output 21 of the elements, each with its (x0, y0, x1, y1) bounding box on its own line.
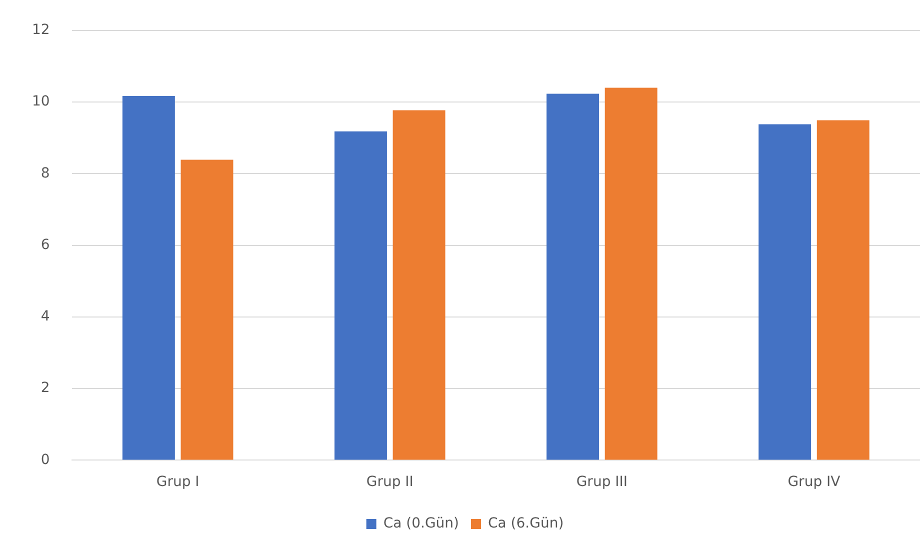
bar (180, 160, 234, 460)
y-tick-label: 10 (32, 94, 50, 110)
x-tick-label: Grup III (576, 474, 628, 490)
y-tick-label: 6 (40, 236, 50, 253)
legend-label: Ca (0.Gün) (383, 516, 460, 532)
x-tick-label: Grup II (366, 474, 414, 490)
y-tick-label: 12 (32, 22, 50, 38)
bar (122, 96, 175, 460)
bar (334, 131, 387, 460)
bar (816, 120, 870, 460)
y-tick-label: 2 (40, 380, 50, 396)
legend-label: Ca (6.Gün) (488, 516, 564, 532)
y-tick-label: 0 (40, 452, 50, 468)
y-tick-label: 8 (40, 165, 50, 182)
x-tick-label: Grup IV (788, 474, 841, 490)
bar (546, 94, 600, 460)
bar (604, 88, 658, 460)
bar (758, 124, 812, 460)
y-tick-label: 4 (40, 308, 50, 325)
bar (392, 110, 446, 460)
x-tick-label: Grup I (156, 474, 200, 490)
